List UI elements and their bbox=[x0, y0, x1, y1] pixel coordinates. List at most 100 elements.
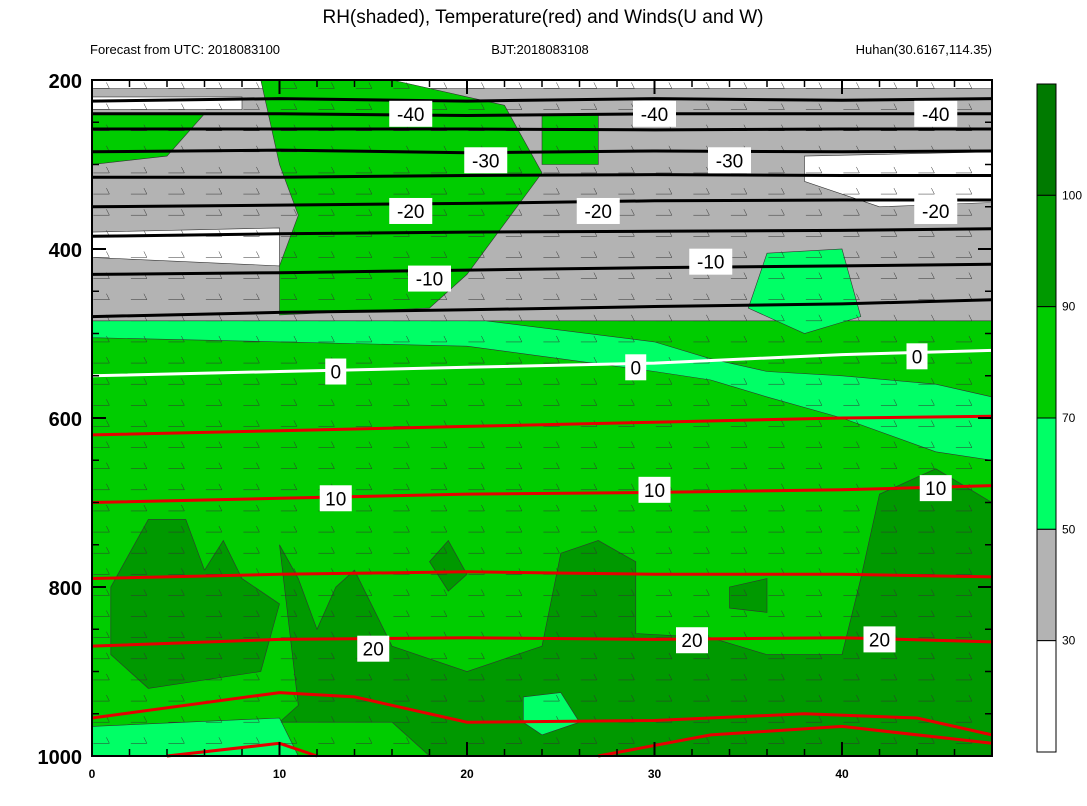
wind-barb-flag bbox=[781, 610, 785, 617]
wind-barb-flag bbox=[706, 209, 710, 216]
wind-barb-flag bbox=[443, 737, 448, 744]
contour-label-box bbox=[676, 627, 708, 654]
wind-barb-flag bbox=[706, 483, 710, 490]
wind-barb-flag bbox=[668, 441, 673, 448]
wind-barb-flag bbox=[368, 335, 373, 343]
wind-barb-flag bbox=[856, 187, 860, 195]
wind-barb-flag bbox=[893, 589, 898, 596]
wind-barb-flag bbox=[293, 483, 298, 490]
contour-label-box bbox=[914, 100, 958, 127]
wind-barb-flag bbox=[406, 420, 410, 427]
wind-barb-flag bbox=[518, 694, 523, 702]
wind-barb-flag bbox=[143, 631, 148, 638]
wind-barb-flag bbox=[218, 483, 223, 490]
contour-label: -20 bbox=[585, 202, 612, 223]
wind-barb-flag bbox=[106, 568, 110, 575]
wind-barb-flag bbox=[631, 335, 635, 343]
wind-barb-flag bbox=[856, 103, 860, 110]
wind-barb-flag bbox=[256, 82, 260, 89]
wind-barb-flag bbox=[668, 399, 673, 406]
wind-barb-flag bbox=[706, 610, 710, 617]
wind-barb-flag bbox=[106, 673, 110, 681]
wind-barb-flag bbox=[368, 251, 373, 258]
wind-barb-flag bbox=[331, 652, 335, 659]
wind-barb-flag bbox=[218, 631, 223, 638]
wind-barb-flag bbox=[143, 652, 148, 659]
wind-barb-flag bbox=[256, 420, 260, 427]
wind-barb-flag bbox=[443, 483, 448, 490]
wind-barb-flag bbox=[106, 737, 110, 744]
contour-label: 10 bbox=[644, 481, 665, 502]
contour-label-box bbox=[633, 100, 676, 127]
wind-barb-flag bbox=[293, 399, 298, 406]
wind-barb-flag bbox=[256, 737, 260, 744]
wind-barb-flag bbox=[481, 673, 485, 681]
wind-barb-flag bbox=[631, 187, 635, 195]
wind-barb-flag bbox=[706, 293, 710, 300]
wind-barb-flag bbox=[706, 335, 710, 343]
wind-barb-flag bbox=[893, 568, 898, 575]
wind-barb-flag bbox=[556, 335, 560, 343]
wind-barb-flag bbox=[518, 547, 523, 554]
wind-barb-flag bbox=[743, 547, 748, 554]
wind-barb-flag bbox=[631, 483, 635, 490]
wind-barb-flag bbox=[781, 716, 785, 723]
wind-barb-flag bbox=[293, 356, 298, 364]
wind-barb-flag bbox=[556, 652, 560, 659]
wind-barb-flag bbox=[218, 293, 223, 300]
wind-barb-flag bbox=[106, 589, 110, 596]
wind-barb-flag bbox=[556, 610, 560, 617]
wind-barb-flag bbox=[781, 694, 785, 702]
wind-barb-flag bbox=[518, 209, 523, 216]
wind-barb-flag bbox=[406, 610, 410, 617]
wind-barb-flag bbox=[743, 293, 748, 300]
wind-barb-flag bbox=[781, 462, 785, 469]
wind-barb-flag bbox=[106, 82, 110, 89]
temperature-isolines bbox=[91, 97, 993, 758]
wind-barb-flag bbox=[181, 694, 185, 702]
wind-barb-flag bbox=[593, 399, 598, 406]
wind-barb-flag bbox=[706, 652, 710, 659]
wind-barb-flag bbox=[893, 420, 898, 427]
wind-barb-flag bbox=[818, 187, 823, 195]
bjt-subtitle: BJT:2018083108 bbox=[491, 42, 589, 57]
wind-barb-flag bbox=[218, 589, 223, 596]
wind-barb-flag bbox=[893, 356, 898, 364]
wind-barb-flag bbox=[818, 378, 823, 385]
wind-barb-flag bbox=[556, 166, 560, 174]
wind-barb-flag bbox=[593, 82, 598, 89]
wind-barb-flag bbox=[743, 187, 748, 195]
wind-barb-flag bbox=[743, 209, 748, 216]
wind-barb-flag bbox=[968, 314, 973, 321]
wind-barb-flag bbox=[443, 441, 448, 448]
wind-barb-flag bbox=[593, 483, 598, 490]
wind-barb-flag bbox=[743, 314, 748, 321]
wind-barb-flag bbox=[593, 335, 598, 343]
wind-barb-flag bbox=[368, 399, 373, 406]
wind-barb-flag bbox=[781, 589, 785, 596]
wind-barb-flag bbox=[481, 82, 485, 89]
wind-barb-flag bbox=[256, 166, 260, 174]
wind-barb-flag bbox=[743, 631, 748, 638]
wind-barb-flag bbox=[556, 631, 560, 638]
wind-barb-flag bbox=[518, 166, 523, 174]
wind-barb-flag bbox=[443, 399, 448, 406]
wind-barb-flag bbox=[968, 568, 973, 575]
wind-barb-flag bbox=[856, 504, 860, 512]
wind-barb-flag bbox=[293, 525, 298, 533]
wind-barb-flag bbox=[143, 462, 148, 469]
wind-barb-flag bbox=[631, 251, 635, 258]
wind-barb-flag bbox=[256, 103, 260, 110]
wind-barb-flag bbox=[293, 378, 298, 385]
wind-barb-flag bbox=[781, 504, 785, 512]
wind-barb-flag bbox=[293, 251, 298, 258]
wind-barb-flag bbox=[218, 420, 223, 427]
wind-barb-flag bbox=[481, 589, 485, 596]
wind-barb-flag bbox=[706, 737, 710, 744]
wind-barb-flag bbox=[293, 209, 298, 216]
isotherm-white bbox=[91, 348, 993, 378]
wind-barb-flag bbox=[668, 251, 673, 258]
wind-barb-flag bbox=[893, 272, 898, 279]
contour-label: 20 bbox=[869, 630, 890, 651]
wind-barb-flag bbox=[556, 462, 560, 469]
